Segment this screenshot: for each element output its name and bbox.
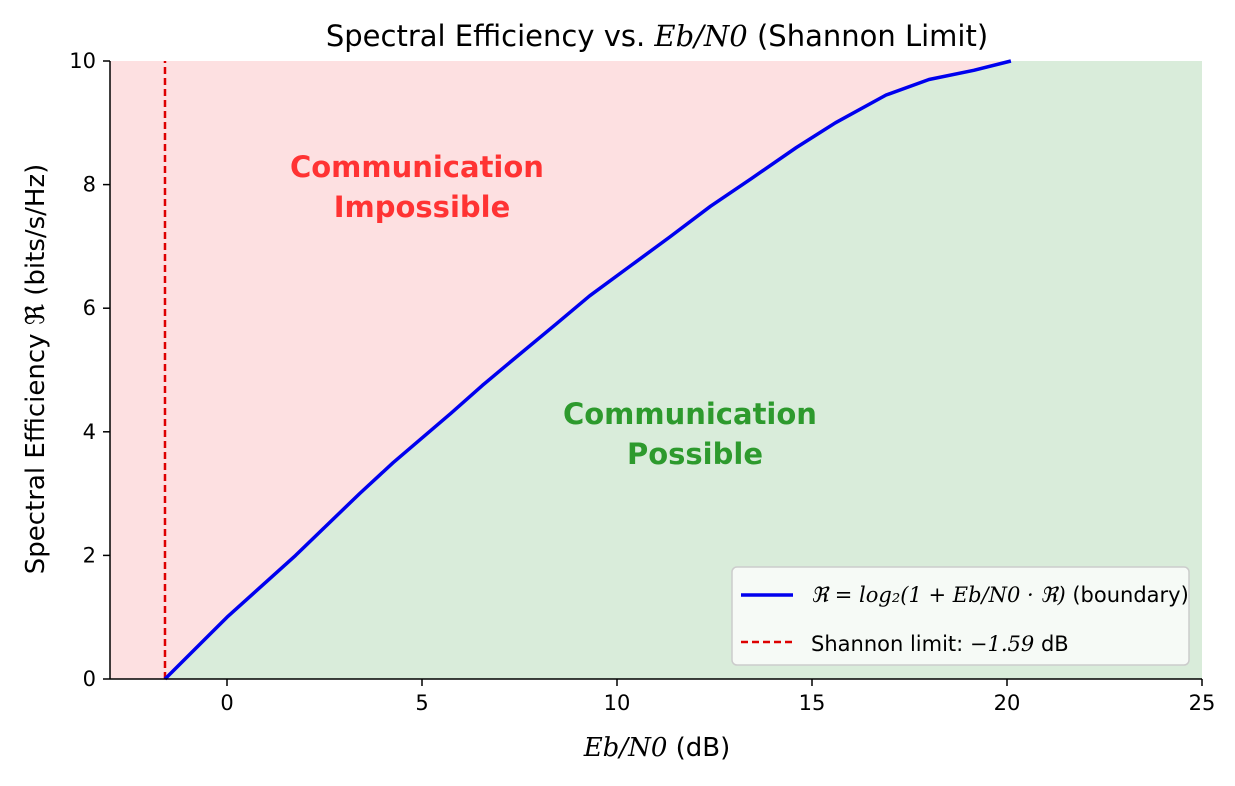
- legend: ℜ = log₂(1 + Eb/N0 · ℜ) (boundary) Shann…: [731, 566, 1190, 666]
- chart-title: Spectral Efficiency vs. Eb/N0 (Shannon L…: [326, 19, 988, 53]
- x-tick-label-5: 5: [415, 691, 428, 715]
- legend-box: [731, 566, 1190, 666]
- x-tick-label-0: 0: [220, 691, 233, 715]
- x-tick-label-20: 20: [994, 691, 1021, 715]
- y-tick-label-10: 10: [69, 49, 96, 73]
- x-tick-label-25: 25: [1189, 691, 1216, 715]
- legend-shannon-label: Shannon limit: −1.59 dB: [811, 632, 1069, 656]
- y-tick-label-2: 2: [83, 543, 96, 567]
- legend-boundary-label: ℜ = log₂(1 + Eb/N0 · ℜ) (boundary): [811, 583, 1189, 607]
- y-tick-label-0: 0: [83, 667, 96, 691]
- x-axis-label: Eb/N0 (dB): [583, 733, 731, 763]
- plot-area: 0 5 10 15 20 25 0 2 4 6 8 10: [69, 49, 1215, 715]
- y-axis-label: Spectral Efficiency ℜ (bits/s/Hz): [21, 164, 51, 575]
- y-tick-label-4: 4: [83, 420, 96, 444]
- x-tick-label-10: 10: [604, 691, 631, 715]
- x-tick-label-15: 15: [799, 691, 826, 715]
- y-tick-label-8: 8: [83, 173, 96, 197]
- y-tick-label-6: 6: [83, 296, 96, 320]
- region-label-impossible: Communication Impossible: [290, 150, 554, 224]
- boundary-curve: [163, 59, 1012, 681]
- region-possible: [165, 61, 1202, 679]
- region-label-possible: Communication Possible: [563, 397, 827, 471]
